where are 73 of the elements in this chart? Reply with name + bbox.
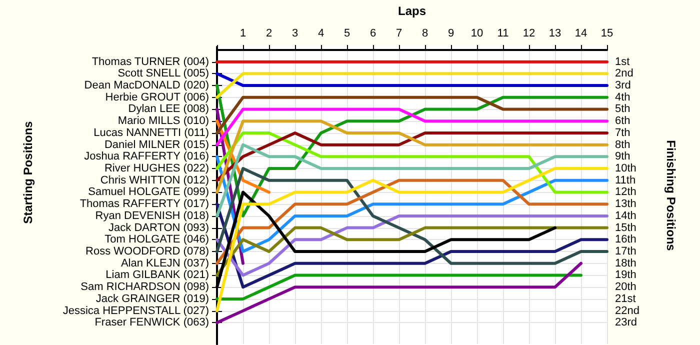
line-series xyxy=(216,143,608,218)
category-label: Fraser FENWICK (063) xyxy=(94,316,209,329)
y-axis-title: Finishing Positions xyxy=(664,140,678,252)
x-tick-label: 6 xyxy=(370,28,376,40)
x-tick-label: 15 xyxy=(600,28,614,40)
category-label: Daniel MILNER (015) xyxy=(104,138,209,151)
category-label: Ryan DEVENISH (018) xyxy=(95,210,209,222)
x-tick-label: 10 xyxy=(470,28,484,40)
category-label: Scott SNELL (005) xyxy=(118,68,209,80)
text: Starting Positions xyxy=(21,120,35,224)
category-label: Lucas NANNETTI (011) xyxy=(94,126,209,139)
y-tick-label: 3rd xyxy=(615,80,631,92)
category-label: Liam GILBANK (021) xyxy=(106,269,209,282)
x-tick-label: 14 xyxy=(574,28,588,40)
x-tick-label: 9 xyxy=(448,28,454,40)
y-tick-label: 17th xyxy=(615,246,636,258)
line-series xyxy=(216,202,608,289)
category-label: Joshua RAFFERTY (016) xyxy=(84,150,209,163)
category-label: Sam RICHARDSON (098) xyxy=(80,281,209,294)
y-tick-label: 5th xyxy=(615,103,630,116)
y-tick-label: 8th xyxy=(615,138,630,151)
x-tick-label: 4 xyxy=(318,28,324,40)
line-series xyxy=(216,131,608,194)
y-tick-label: 21st xyxy=(615,292,636,305)
y-tick-label: 11th xyxy=(615,174,636,186)
y-tick-label: 18th xyxy=(615,257,636,270)
category-label: Jack GRAINGER (019) xyxy=(96,292,209,305)
category-label: Mario MILLS (010) xyxy=(118,115,209,128)
category-label: Thomas RAFFERTY (017) xyxy=(80,198,209,210)
category-label: Alan KLEJN (037) xyxy=(120,257,209,270)
category-label: Thomas TURNER (004) xyxy=(92,56,209,68)
y-tick-label: 9th xyxy=(615,150,630,163)
line-series xyxy=(216,120,608,194)
category-label: Ross WOODFORD (078) xyxy=(86,246,209,258)
category-label: Tom HOLGATE (046) xyxy=(104,234,209,246)
category-label: Dylan LEE (008) xyxy=(128,103,209,116)
line-series xyxy=(216,262,582,324)
y-tick-label: 19th xyxy=(615,269,636,282)
line-series xyxy=(216,226,608,277)
x-axis-title: Laps xyxy=(398,4,426,18)
x-tick-label: 13 xyxy=(548,28,562,40)
category-label: Chris WHITTON (012) xyxy=(100,174,209,186)
y-tick-label: 10th xyxy=(615,162,636,175)
x-tick-label: 2 xyxy=(266,28,272,40)
line-series xyxy=(216,167,608,312)
category-label: Herbie GROUT (006) xyxy=(105,91,209,104)
y-tick-label: 12th xyxy=(615,186,636,198)
category-label: Samuel HOLGATE (099) xyxy=(88,186,209,198)
x-tick-label: 3 xyxy=(292,28,298,40)
y-tick-label: 13th xyxy=(615,198,636,210)
x-tick-label: 8 xyxy=(422,28,428,40)
y-tick-label: 7th xyxy=(615,126,630,139)
x-tick-label: 11 xyxy=(497,28,509,40)
y-tick-label: 23rd xyxy=(615,316,638,329)
y-tick-label: 14th xyxy=(615,210,636,222)
y-tick-label: 4th xyxy=(615,91,630,104)
x-tick-label: 7 xyxy=(396,28,402,40)
line-series xyxy=(216,131,608,182)
x-tick-label: 1 xyxy=(240,28,246,40)
category-label: River HUGHES (022) xyxy=(104,162,209,175)
y-tick-label: 16th xyxy=(615,234,636,246)
y-tick-label: 2nd xyxy=(615,68,634,80)
y-tick-label: 20th xyxy=(615,281,636,294)
y-tick-label: 6th xyxy=(615,115,630,128)
category-label: Jack DARTON (093) xyxy=(108,222,209,234)
line-series xyxy=(216,214,608,277)
category-label: Dean MacDONALD (020) xyxy=(84,80,209,92)
y-tick-label: 22nd xyxy=(615,304,640,317)
category-label: Jessica HEPPENSTALL (027) xyxy=(62,304,209,317)
x-tick-label: 12 xyxy=(522,28,536,40)
x-tick-label: 5 xyxy=(344,28,350,40)
y-tick-label: 15th xyxy=(615,222,636,234)
y-tick-label: 1st xyxy=(615,56,630,68)
